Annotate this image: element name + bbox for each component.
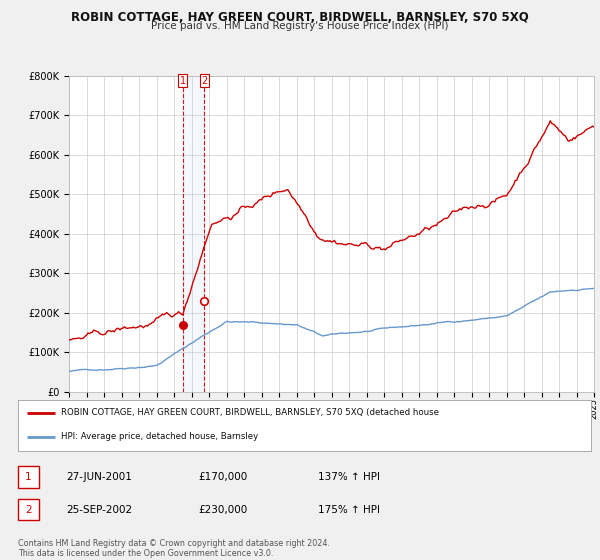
Text: 1: 1 — [25, 472, 32, 482]
Text: 2: 2 — [25, 505, 32, 515]
Text: 175% ↑ HPI: 175% ↑ HPI — [318, 505, 380, 515]
Text: 27-JUN-2001: 27-JUN-2001 — [66, 472, 132, 482]
Text: 137% ↑ HPI: 137% ↑ HPI — [318, 472, 380, 482]
Text: This data is licensed under the Open Government Licence v3.0.: This data is licensed under the Open Gov… — [18, 549, 274, 558]
Text: £170,000: £170,000 — [198, 472, 247, 482]
Text: ROBIN COTTAGE, HAY GREEN COURT, BIRDWELL, BARNSLEY, S70 5XQ (detached house: ROBIN COTTAGE, HAY GREEN COURT, BIRDWELL… — [61, 408, 439, 418]
Point — [199, 297, 209, 306]
Text: HPI: Average price, detached house, Barnsley: HPI: Average price, detached house, Barn… — [61, 432, 258, 441]
Text: Price paid vs. HM Land Registry's House Price Index (HPI): Price paid vs. HM Land Registry's House … — [151, 21, 449, 31]
Text: Contains HM Land Registry data © Crown copyright and database right 2024.: Contains HM Land Registry data © Crown c… — [18, 539, 330, 548]
Bar — [182, 76, 204, 392]
Text: 2: 2 — [201, 76, 208, 86]
Text: ROBIN COTTAGE, HAY GREEN COURT, BIRDWELL, BARNSLEY, S70 5XQ: ROBIN COTTAGE, HAY GREEN COURT, BIRDWELL… — [71, 11, 529, 24]
Point — [178, 320, 187, 329]
Text: 25-SEP-2002: 25-SEP-2002 — [66, 505, 132, 515]
Text: 1: 1 — [179, 76, 185, 86]
Text: £230,000: £230,000 — [198, 505, 247, 515]
